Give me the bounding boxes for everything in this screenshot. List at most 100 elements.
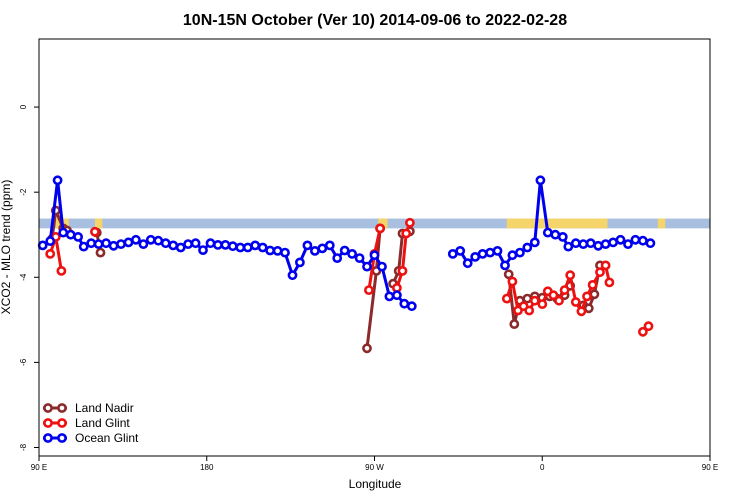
ocean-glint-point bbox=[93, 239, 104, 249]
ocean-glint-point bbox=[168, 240, 179, 251]
ocean-glint-point bbox=[332, 253, 343, 263]
land-glint-point bbox=[582, 291, 592, 302]
legend-marker-ocean-glint bbox=[43, 433, 53, 443]
ocean-glint-point bbox=[235, 242, 246, 253]
x-tick-label: 90 W bbox=[365, 463, 384, 472]
ocean-glint-point bbox=[593, 240, 604, 251]
land-glint-point bbox=[404, 217, 415, 228]
land-nadir-point bbox=[522, 293, 533, 304]
ocean-glint-point bbox=[37, 240, 48, 251]
legend-marker-land-glint bbox=[43, 418, 53, 428]
ocean-glint-point bbox=[354, 253, 365, 263]
land-glint-point bbox=[554, 295, 564, 306]
ocean-glint-point bbox=[101, 238, 111, 249]
ocean-glint-point bbox=[138, 239, 149, 249]
ocean-glint-point bbox=[250, 240, 261, 251]
x-tick-label: 90 E bbox=[702, 463, 718, 472]
band-land bbox=[378, 218, 388, 229]
ocean-glint-point bbox=[175, 242, 186, 253]
ocean-glint-point bbox=[522, 242, 533, 253]
ocean-glint-point bbox=[369, 250, 380, 261]
ocean-glint-point bbox=[205, 238, 216, 249]
ocean-glint-point bbox=[529, 237, 540, 248]
land-glint-line bbox=[395, 222, 412, 289]
land-glint-point bbox=[524, 305, 535, 316]
land-glint-point bbox=[548, 290, 559, 301]
legend-label-ocean-glint: Ocean Glint bbox=[75, 431, 139, 445]
ocean-glint-point bbox=[160, 238, 171, 249]
ocean-glint-point bbox=[391, 290, 402, 301]
ocean-glint-point bbox=[302, 240, 313, 251]
land-glint-point bbox=[565, 270, 576, 281]
ocean-glint-point bbox=[384, 291, 395, 302]
ocean-glint-point bbox=[108, 240, 119, 251]
ocean-glint-point bbox=[377, 261, 387, 272]
ocean-glint-point bbox=[227, 241, 238, 252]
land-glint-point bbox=[638, 326, 648, 337]
y-axis: 0 -2 -4 -6 -8 bbox=[19, 104, 39, 451]
land-nadir-point bbox=[509, 319, 520, 329]
chart-title: 10N-15N October (Ver 10) 2014-09-06 to 2… bbox=[183, 12, 567, 29]
ocean-glint-point bbox=[515, 247, 525, 258]
legend-label-land-glint: Land Glint bbox=[75, 416, 130, 430]
land-glint-point bbox=[576, 306, 587, 317]
ocean-glint-point bbox=[183, 239, 193, 249]
ocean-glint-point bbox=[578, 239, 589, 249]
ocean-glint-point bbox=[145, 234, 156, 245]
ocean-glint-point bbox=[507, 250, 518, 261]
ocean-glint-point bbox=[116, 239, 126, 249]
x-axis-label: Longitude bbox=[349, 477, 402, 491]
ocean-glint-point bbox=[130, 234, 141, 245]
land-glint-point bbox=[529, 295, 540, 306]
legend-label-land-nadir: Land Nadir bbox=[75, 401, 134, 415]
ocean-glint-point bbox=[455, 245, 466, 256]
ocean-glint-point bbox=[542, 227, 553, 238]
land-glint-point bbox=[537, 299, 548, 309]
ocean-glint-point bbox=[220, 239, 231, 250]
legend-marker-land-nadir bbox=[43, 403, 53, 413]
ocean-glint-point bbox=[623, 239, 633, 249]
land-glint-point bbox=[595, 267, 605, 278]
x-tick-label: 180 bbox=[200, 463, 214, 472]
ocean-glint-point bbox=[257, 242, 268, 253]
ocean-glint-point bbox=[462, 258, 473, 269]
ocean-glint-point bbox=[477, 248, 488, 259]
y-tick-label: 0 bbox=[19, 104, 28, 109]
land-nadir-point bbox=[362, 343, 372, 354]
y-tick-label: -4 bbox=[19, 273, 28, 281]
ocean-glint-point bbox=[557, 231, 568, 242]
ocean-glint-point bbox=[630, 234, 641, 245]
land-glint-point bbox=[501, 293, 512, 304]
land-glint-point bbox=[56, 265, 67, 276]
ocean-glint-point bbox=[287, 270, 298, 281]
land-glint-point bbox=[600, 260, 611, 271]
band-land bbox=[506, 218, 608, 229]
ocean-glint-point bbox=[492, 245, 503, 256]
ocean-glint-point bbox=[86, 238, 97, 249]
ocean-glint-point bbox=[339, 245, 350, 256]
land-glint-point bbox=[604, 277, 615, 288]
land-glint-point bbox=[90, 226, 100, 237]
ocean-glint-point bbox=[317, 243, 328, 254]
ocean-glint-point bbox=[45, 236, 56, 246]
ocean-glint-point bbox=[447, 248, 458, 259]
band-ocean bbox=[39, 218, 710, 229]
series-land-glint bbox=[45, 217, 654, 337]
ocean-glint-point bbox=[73, 231, 83, 242]
land-nadir-point bbox=[95, 247, 106, 258]
ocean-glint-point bbox=[585, 238, 596, 249]
x-axis: 90 E 180 90 W 0 90 E bbox=[31, 456, 718, 472]
ocean-glint-point bbox=[563, 241, 574, 252]
ocean-glint-point bbox=[399, 298, 410, 309]
land-glint-point bbox=[375, 223, 385, 234]
ocean-glint-point bbox=[294, 257, 305, 268]
ocean-glint-point bbox=[190, 238, 201, 249]
y-axis-label: XCO2 - MLO trend (ppm) bbox=[0, 180, 13, 315]
ocean-glint-point bbox=[324, 240, 335, 251]
y-tick-label: -8 bbox=[19, 443, 28, 451]
x-tick-label: 90 E bbox=[31, 463, 47, 472]
ocean-glint-point bbox=[485, 247, 495, 258]
band-land bbox=[94, 218, 103, 229]
